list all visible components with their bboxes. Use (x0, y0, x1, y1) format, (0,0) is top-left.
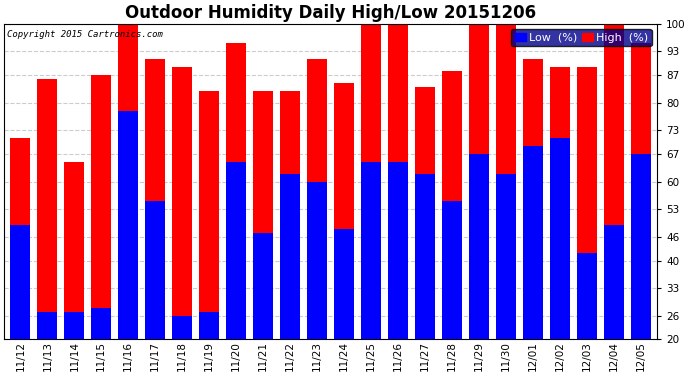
Bar (37, 312, 57, 339)
Bar (577, 253, 597, 339)
Bar (253, 233, 273, 339)
Bar (280, 91, 300, 339)
Bar (199, 312, 219, 339)
Bar (631, 44, 651, 339)
Bar (442, 71, 462, 339)
Bar (604, 24, 624, 339)
Bar (10, 225, 30, 339)
Bar (226, 44, 246, 339)
Title: Outdoor Humidity Daily High/Low 20151206: Outdoor Humidity Daily High/Low 20151206 (125, 4, 536, 22)
Bar (388, 24, 408, 339)
Bar (361, 162, 382, 339)
Bar (118, 24, 139, 339)
Bar (37, 79, 57, 339)
Bar (496, 24, 516, 339)
Bar (118, 111, 139, 339)
Bar (280, 174, 300, 339)
Bar (469, 24, 489, 339)
Bar (361, 24, 382, 339)
Bar (226, 162, 246, 339)
Bar (388, 162, 408, 339)
Bar (253, 91, 273, 339)
Bar (91, 75, 111, 339)
Legend: Low  (%), High  (%): Low (%), High (%) (511, 29, 651, 46)
Bar (550, 67, 570, 339)
Bar (307, 182, 327, 339)
Bar (145, 59, 166, 339)
Bar (91, 308, 111, 339)
Bar (334, 229, 354, 339)
Bar (334, 83, 354, 339)
Bar (199, 91, 219, 339)
Bar (172, 67, 193, 339)
Bar (64, 312, 84, 339)
Bar (577, 67, 597, 339)
Bar (496, 174, 516, 339)
Bar (10, 138, 30, 339)
Bar (64, 162, 84, 339)
Bar (415, 87, 435, 339)
Bar (631, 154, 651, 339)
Bar (442, 201, 462, 339)
Bar (523, 146, 543, 339)
Bar (145, 201, 166, 339)
Bar (604, 225, 624, 339)
Bar (550, 138, 570, 339)
Bar (415, 174, 435, 339)
Bar (523, 59, 543, 339)
Bar (469, 154, 489, 339)
Text: Copyright 2015 Cartronics.com: Copyright 2015 Cartronics.com (8, 30, 164, 39)
Bar (172, 316, 193, 339)
Bar (307, 59, 327, 339)
